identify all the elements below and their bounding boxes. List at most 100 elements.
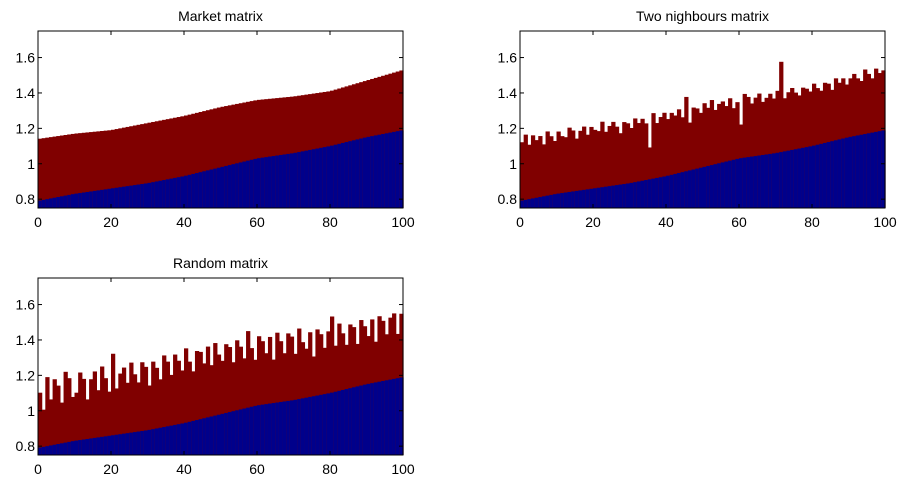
bar-lower — [395, 378, 400, 455]
bar-lower — [381, 134, 386, 208]
bar-upper — [81, 132, 87, 208]
bar-lower — [351, 140, 357, 208]
x-tick-label: 80 — [322, 214, 338, 230]
bar-lower — [333, 144, 338, 208]
bar-lower — [757, 155, 762, 208]
bar-lower — [286, 153, 291, 208]
bar-lower — [603, 186, 609, 208]
bar-lower — [607, 186, 612, 208]
bar-upper — [103, 130, 108, 208]
bar-upper — [59, 135, 65, 208]
bar-upper — [622, 122, 627, 208]
bar-lower — [81, 439, 87, 455]
bar-lower — [191, 420, 196, 455]
bar-lower — [216, 414, 222, 455]
bar-upper — [771, 98, 777, 208]
bar-upper — [589, 126, 594, 208]
bar-upper — [633, 118, 638, 208]
bar-lower — [669, 174, 674, 208]
bar-upper — [52, 379, 57, 455]
y-tick-label: 1 — [27, 403, 35, 419]
bar-lower — [198, 419, 203, 455]
y-tick-label: 1.2 — [16, 367, 36, 383]
bar-lower — [63, 195, 68, 208]
bar-upper — [129, 362, 134, 455]
bar-upper — [282, 97, 287, 208]
bar-lower — [264, 157, 269, 208]
bar-lower — [224, 165, 229, 208]
bar-upper — [582, 126, 587, 208]
bar-upper — [187, 361, 192, 455]
bar-lower — [863, 134, 868, 208]
bar-upper — [158, 120, 163, 208]
bar-lower — [596, 187, 601, 208]
bar-upper — [162, 119, 167, 208]
bar-upper — [180, 116, 185, 208]
bar-lower — [687, 170, 693, 208]
bar-upper — [764, 97, 769, 208]
bar-upper — [67, 134, 72, 208]
bar-lower — [571, 191, 576, 208]
bar-upper — [213, 108, 218, 208]
bar-lower — [293, 152, 298, 208]
bar-lower — [246, 160, 251, 208]
bar-upper — [790, 87, 795, 208]
bar-lower — [246, 407, 251, 455]
bar-lower — [176, 424, 181, 455]
bar-lower — [315, 395, 320, 455]
bar-lower — [395, 131, 400, 208]
bar-lower — [67, 441, 72, 455]
bar-lower — [812, 145, 817, 208]
bar-lower — [797, 148, 802, 208]
bar-lower — [874, 131, 879, 208]
bar-upper — [706, 107, 711, 208]
bar-upper — [541, 144, 547, 208]
bar-lower — [728, 160, 733, 208]
bar-upper — [111, 353, 116, 455]
bar-upper — [676, 109, 682, 208]
bar-upper — [151, 121, 156, 208]
bar-lower — [271, 403, 276, 455]
bar-upper — [267, 336, 273, 455]
x-tick-label: 40 — [176, 214, 192, 230]
bar-upper — [534, 140, 539, 208]
bar-lower — [111, 188, 116, 208]
bar-upper — [585, 134, 590, 208]
bar-lower — [560, 193, 565, 208]
bar-upper — [121, 127, 127, 208]
bar-upper — [760, 101, 766, 208]
bar-upper — [593, 129, 598, 208]
bar-lower — [235, 410, 240, 455]
bar-upper — [107, 130, 112, 208]
bar-lower — [173, 177, 178, 208]
bar-upper — [92, 131, 97, 208]
y-tick-label: 1 — [27, 156, 35, 172]
bar-lower — [297, 152, 302, 208]
bar-lower — [651, 178, 656, 208]
axes-box — [519, 30, 886, 209]
bar-lower — [59, 196, 65, 208]
bar-upper — [749, 103, 755, 208]
bar-upper — [187, 114, 192, 208]
bar-lower — [319, 147, 324, 208]
bar-upper — [154, 367, 160, 455]
bar-lower — [191, 173, 196, 208]
bar-upper — [549, 136, 554, 208]
bar-upper — [45, 137, 50, 208]
bar-lower — [538, 197, 543, 208]
bar-lower — [746, 157, 751, 208]
bar-upper — [191, 113, 196, 208]
bar-lower — [267, 403, 273, 455]
bar-lower — [41, 446, 46, 455]
bar-lower — [278, 401, 284, 455]
bar-lower — [384, 133, 389, 208]
bar-upper — [625, 123, 631, 208]
x-tick-label: 100 — [391, 461, 415, 477]
bar-lower — [242, 161, 247, 208]
x-tick-label: 20 — [585, 214, 601, 230]
bar-lower — [56, 444, 61, 455]
bar-upper — [289, 336, 295, 455]
bar-lower — [257, 405, 262, 455]
bar-upper — [687, 122, 693, 208]
bar-lower — [74, 193, 79, 208]
